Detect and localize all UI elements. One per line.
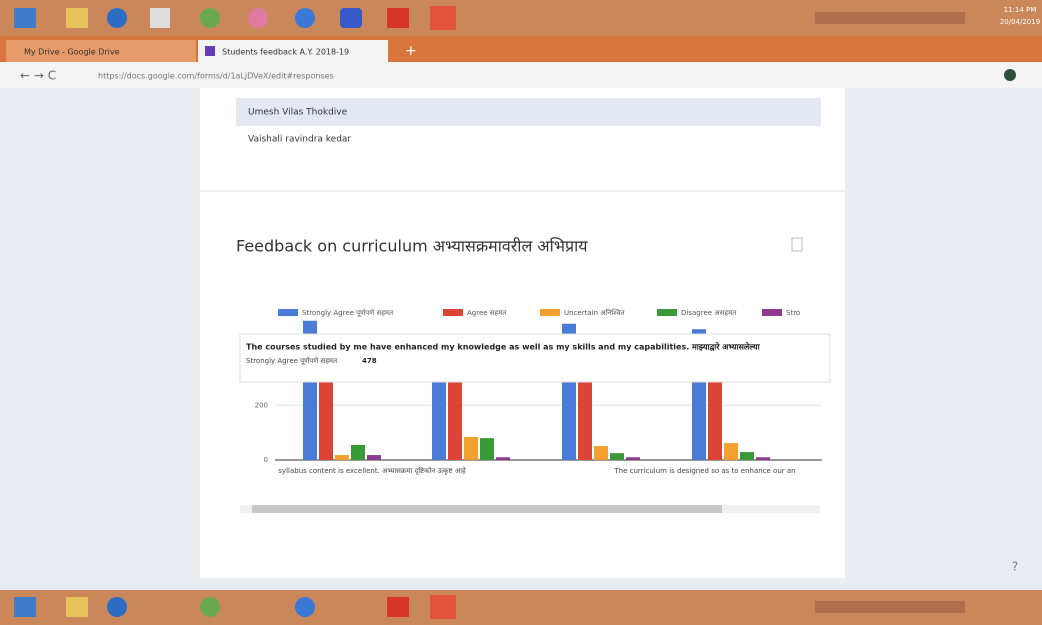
url: https://docs.google.com/forms/d/1aLjDVeX… [98, 72, 334, 81]
clock-date: 20/04/2019 [1000, 18, 1040, 26]
profile-icon[interactable] [1004, 69, 1016, 81]
tab-title: My Drive - Google Drive [24, 48, 120, 57]
bar [724, 443, 738, 460]
respondent: Umesh Vilas Thokdive [248, 108, 348, 118]
legend-swatch [762, 309, 782, 316]
bar [335, 455, 349, 460]
bar [626, 457, 640, 460]
y-tick-label: 200 [255, 401, 268, 409]
bar [610, 453, 624, 460]
bar [480, 438, 494, 460]
new-tab[interactable]: + [405, 43, 417, 59]
clock-time: 11:14 PM [1004, 6, 1037, 14]
bar [351, 445, 365, 460]
back-button[interactable]: ← → C [20, 69, 56, 83]
legend-swatch [278, 309, 298, 316]
y-tick-label: 0 [264, 456, 268, 464]
tab-icon [205, 46, 215, 56]
response-card [200, 88, 845, 578]
help-button[interactable]: ? [1012, 560, 1018, 574]
legend-label: Stro [786, 309, 800, 317]
bar [756, 457, 770, 460]
bar [594, 446, 608, 460]
legend-swatch [443, 309, 463, 316]
section-title: Feedback on curriculum अभ्यासक्रमावरील अ… [236, 237, 588, 256]
legend-label: Agree सहमत [467, 309, 507, 317]
legend-label: Uncertain अनिश्चित [564, 308, 626, 317]
bar [367, 455, 381, 460]
screen: 11:14 PM 20/04/2019 My Drive - Google Dr… [0, 0, 1042, 625]
legend-label: Strongly Agree पूर्णपणे सहमत [302, 308, 394, 317]
bar [464, 437, 478, 460]
legend-swatch [540, 309, 560, 316]
page: 11:14 PM 20/04/2019 My Drive - Google Dr… [0, 0, 1042, 625]
scrollbar-thumb[interactable] [252, 505, 722, 513]
tab-title: Students feedback A.Y. 2018-19 [222, 48, 349, 57]
respondent: Vaishali ravindra kedar [248, 135, 351, 145]
x-tick-label: syllabus content is excellent. अभ्यासक्र… [278, 466, 466, 475]
tooltip-series: Strongly Agree पूर्णपणे सहमत [246, 356, 338, 365]
bar [496, 457, 510, 460]
divider [200, 190, 845, 192]
bar [740, 452, 754, 460]
x-tick-label: The curriculum is designed so as to enha… [613, 467, 795, 475]
legend-swatch [657, 309, 677, 316]
legend-label: Disagree असहमत [681, 309, 737, 317]
tooltip-title: The courses studied by me have enhanced … [246, 342, 761, 352]
tooltip-value: 478 [362, 357, 377, 365]
